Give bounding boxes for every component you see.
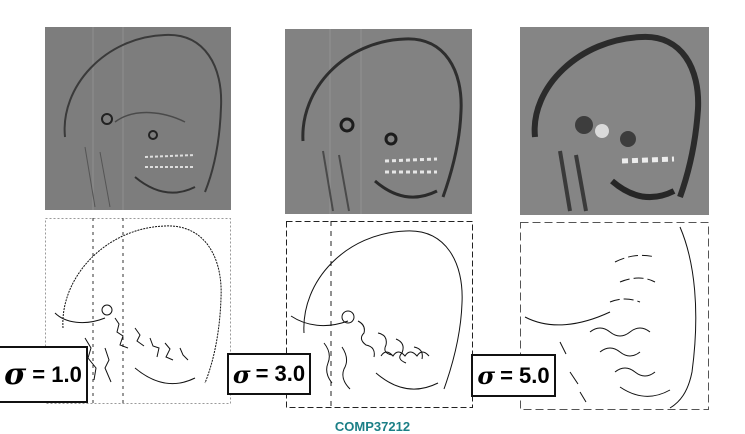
course-code-footer: COMP37212 xyxy=(334,419,411,434)
sigma-value: = 3.0 xyxy=(255,361,306,386)
sigma-symbol: σ xyxy=(4,357,27,392)
filtered-image-sigma-5 xyxy=(520,27,709,215)
filtered-image-sigma-3 xyxy=(285,29,472,214)
sigma-value: = 5.0 xyxy=(500,362,550,388)
sigma-symbol: σ xyxy=(232,359,251,389)
sigma-label-5: σ = 5.0 xyxy=(471,354,556,397)
sigma-label-1: σ = 1.0 xyxy=(0,346,88,403)
edge-map-sigma-3 xyxy=(286,221,473,408)
sigma-label-3: σ = 3.0 xyxy=(227,353,311,395)
sigma-value: = 1.0 xyxy=(32,361,82,387)
sigma-symbol: σ xyxy=(477,361,496,390)
filtered-image-sigma-1 xyxy=(45,27,231,210)
